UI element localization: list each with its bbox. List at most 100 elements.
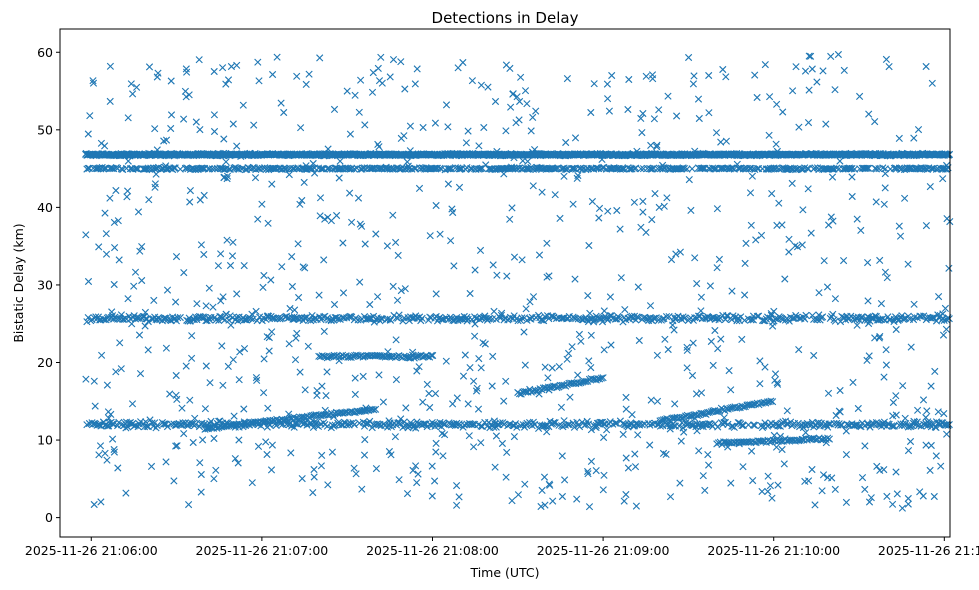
scatter-point bbox=[882, 55, 890, 63]
scatter-point bbox=[366, 300, 374, 309]
scatter-point bbox=[147, 462, 156, 470]
scatter-point bbox=[491, 97, 500, 106]
scatter-point bbox=[224, 362, 232, 370]
scatter-point bbox=[573, 174, 581, 182]
scatter-point bbox=[638, 129, 646, 137]
scatter-point bbox=[871, 334, 879, 342]
scatter-point bbox=[277, 99, 285, 107]
scatter-point bbox=[604, 95, 612, 103]
track-point bbox=[740, 403, 748, 411]
scatter-point bbox=[865, 352, 873, 360]
scatter-point bbox=[193, 300, 201, 308]
scatter-point bbox=[727, 479, 735, 487]
scatter-point bbox=[881, 170, 889, 178]
scatter-point bbox=[697, 293, 705, 301]
scatter-point bbox=[746, 189, 755, 197]
band-point bbox=[133, 165, 141, 173]
scatter-point bbox=[886, 152, 894, 160]
scatter-point bbox=[186, 187, 194, 195]
track-point bbox=[527, 388, 535, 396]
scatter-point bbox=[117, 365, 125, 373]
scatter-point bbox=[482, 161, 490, 169]
scatter-point bbox=[489, 261, 497, 269]
band-point bbox=[152, 424, 160, 432]
scatter-point bbox=[231, 455, 239, 463]
scatter-point bbox=[910, 417, 918, 425]
scatter-point bbox=[389, 211, 397, 219]
band-point bbox=[247, 314, 255, 323]
scatter-point bbox=[255, 77, 263, 85]
scatter-point bbox=[324, 145, 332, 153]
scatter-point bbox=[124, 187, 132, 195]
scatter-point bbox=[906, 164, 914, 172]
track-point bbox=[678, 414, 686, 422]
band-point bbox=[225, 316, 233, 324]
scatter-point bbox=[634, 283, 642, 291]
scatter-point bbox=[818, 487, 826, 495]
y-tick-label: 10 bbox=[37, 433, 53, 448]
band-point bbox=[486, 314, 494, 322]
scatter-point bbox=[370, 318, 378, 326]
track-point bbox=[553, 384, 561, 392]
band-point bbox=[550, 418, 558, 427]
scatter-point bbox=[622, 393, 630, 401]
band-point bbox=[234, 317, 242, 325]
scatter-point bbox=[318, 382, 326, 390]
band-point bbox=[867, 314, 875, 322]
scatter-point bbox=[687, 206, 695, 214]
scatter-point bbox=[646, 441, 654, 449]
scatter-point bbox=[128, 320, 136, 328]
scatter-point bbox=[212, 466, 220, 474]
scatter-point bbox=[82, 231, 90, 239]
scatter-point bbox=[98, 351, 106, 359]
scatter-point bbox=[558, 314, 566, 323]
scatter-point bbox=[709, 361, 717, 369]
scatter-point bbox=[439, 452, 447, 460]
scatter-point bbox=[943, 161, 951, 169]
scatter-point bbox=[945, 264, 953, 272]
scatter-point bbox=[928, 79, 936, 87]
scatter-point bbox=[475, 142, 483, 150]
scatter-point bbox=[453, 501, 461, 509]
scatter-point bbox=[104, 408, 112, 416]
band-point bbox=[366, 417, 374, 425]
scatter-point bbox=[450, 262, 458, 270]
scatter-point bbox=[311, 169, 319, 177]
y-tick-label: 30 bbox=[37, 277, 53, 292]
scatter-point bbox=[661, 335, 669, 343]
band-point bbox=[829, 310, 837, 318]
scatter-point bbox=[688, 371, 697, 380]
scatter-point bbox=[624, 464, 632, 472]
scatter-point bbox=[940, 410, 948, 418]
scatter-point bbox=[822, 439, 830, 447]
scatter-point bbox=[756, 357, 764, 365]
scatter-point bbox=[927, 382, 935, 390]
track-point bbox=[585, 375, 594, 383]
scatter-point bbox=[630, 198, 638, 206]
scatter-point bbox=[788, 179, 796, 187]
band-point bbox=[613, 419, 621, 427]
scatter-point bbox=[480, 313, 488, 321]
scatter-point bbox=[196, 459, 204, 467]
track-point bbox=[371, 352, 379, 360]
scatter-point bbox=[719, 65, 727, 74]
scatter-point bbox=[102, 250, 111, 258]
scatter-point bbox=[617, 274, 625, 282]
scatter-point bbox=[543, 428, 551, 436]
scatter-point bbox=[907, 343, 915, 351]
scatter-point bbox=[397, 287, 405, 295]
scatter-point bbox=[885, 63, 893, 71]
band-point bbox=[917, 312, 925, 321]
band-point bbox=[927, 314, 935, 322]
band-point bbox=[437, 315, 445, 323]
scatter-point bbox=[465, 432, 473, 440]
scatter-point bbox=[431, 390, 440, 398]
scatter-point bbox=[792, 63, 800, 71]
scatter-point bbox=[935, 293, 943, 301]
scatter-point bbox=[895, 222, 903, 230]
scatter-point bbox=[259, 283, 267, 291]
scatter-point bbox=[199, 436, 207, 444]
scatter-point bbox=[566, 393, 574, 401]
scatter-point bbox=[356, 220, 364, 228]
scatter-point bbox=[600, 307, 608, 315]
